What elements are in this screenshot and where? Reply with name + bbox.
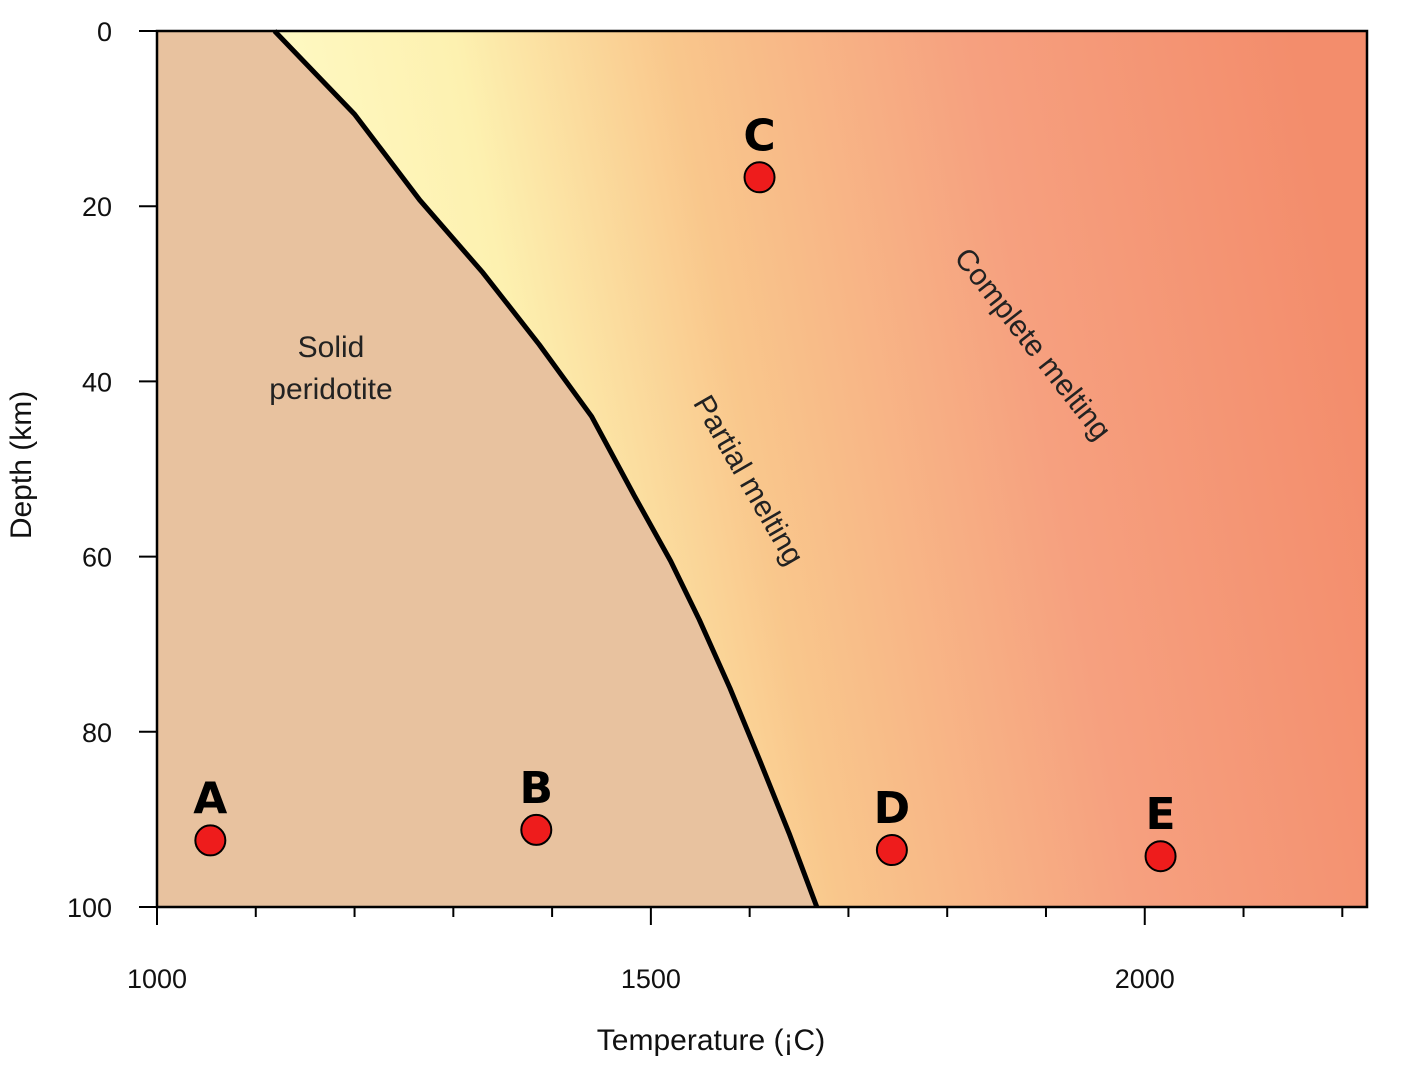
- point-d: [875, 834, 908, 867]
- x-axis-label: Temperature (¡C): [597, 1024, 825, 1057]
- y-tick-label: 80: [82, 718, 112, 748]
- y-tick-label: 20: [82, 192, 112, 222]
- y-tick-label: 40: [82, 367, 112, 397]
- solidus-curve: [272, 29, 820, 908]
- point-label-c: C: [743, 110, 775, 161]
- point-e: [1144, 840, 1177, 873]
- plot-frame: [155, 29, 1369, 909]
- y-tick-label: 100: [67, 893, 112, 923]
- point-a: [194, 824, 227, 857]
- point-b: [520, 813, 553, 846]
- region-label-solid: peridotite: [269, 373, 392, 406]
- x-tick-label: 2000: [1115, 964, 1175, 994]
- x-tick-label: 1500: [621, 964, 681, 994]
- x-tick-label: 1000: [127, 964, 187, 994]
- point-label-a: A: [193, 773, 227, 824]
- y-tick-label: 60: [82, 543, 112, 573]
- y-axis-label: Depth (km): [5, 391, 38, 539]
- region-label-solid: Solid: [298, 331, 365, 364]
- y-tick-label: 0: [97, 17, 112, 47]
- point-c: [743, 161, 776, 194]
- solid-region: [157, 31, 817, 907]
- point-label-d: D: [874, 783, 911, 834]
- point-label-e: E: [1146, 789, 1176, 840]
- point-label-b: B: [520, 763, 554, 814]
